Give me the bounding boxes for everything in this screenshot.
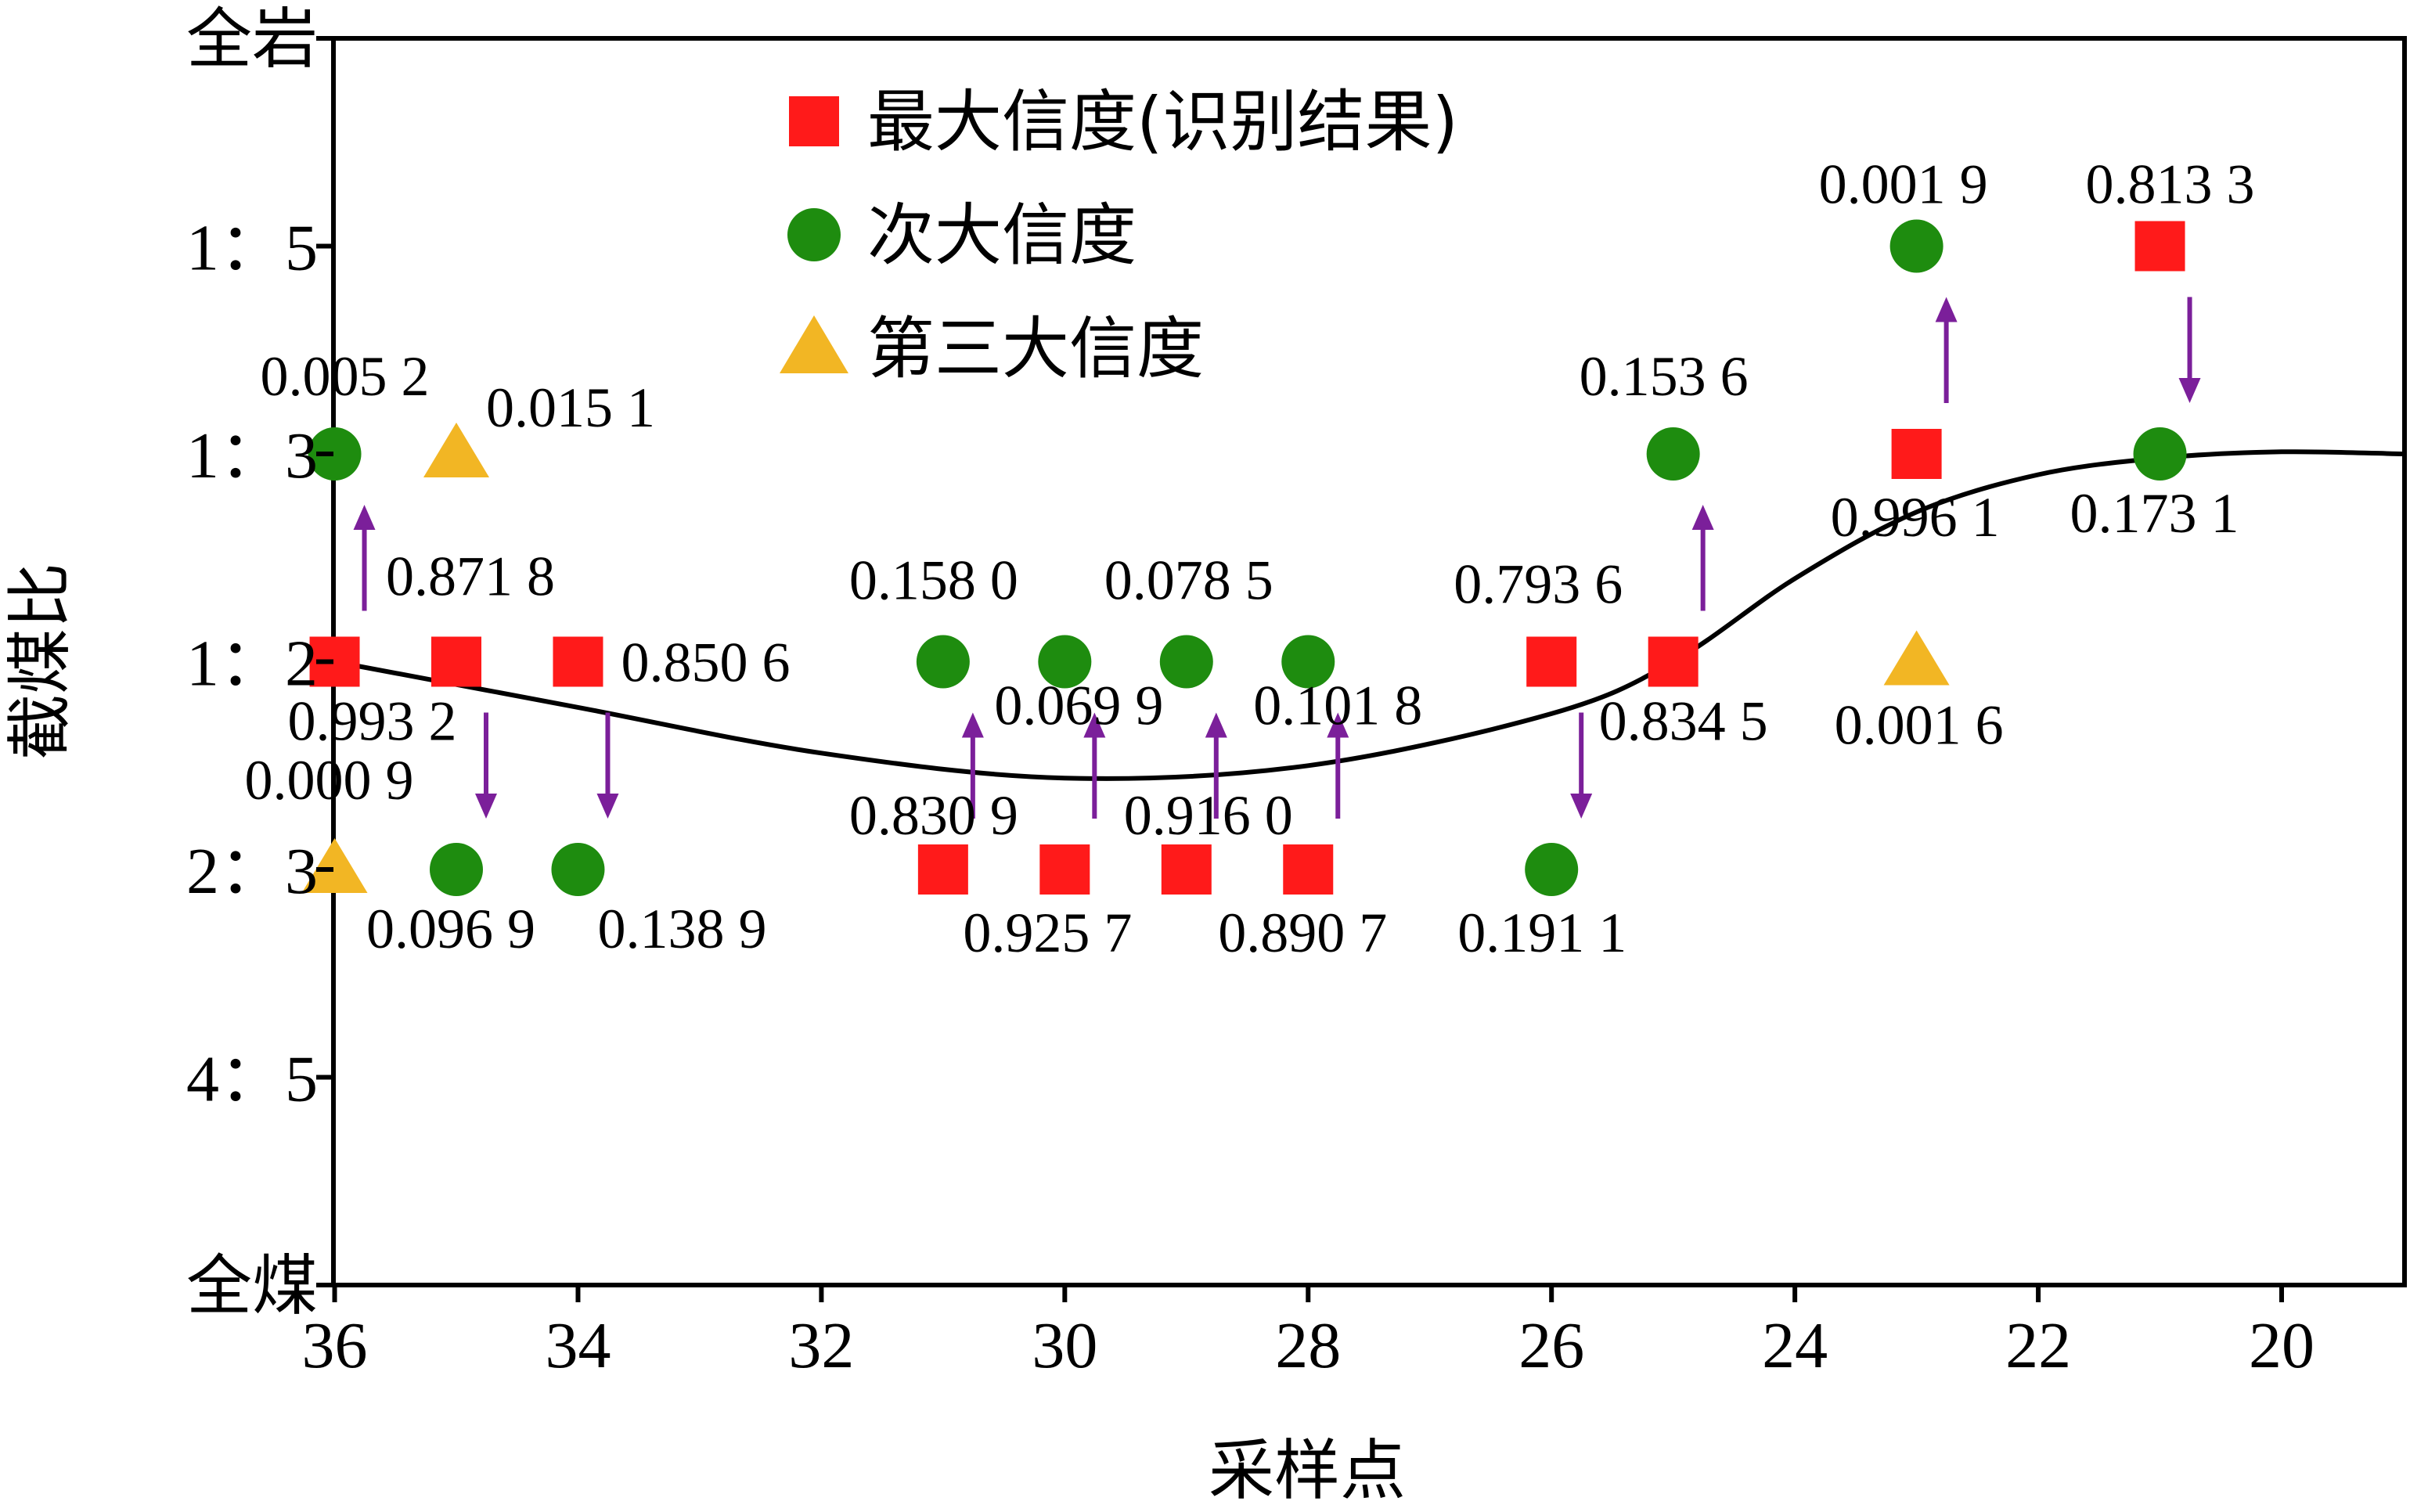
point-max-confidence	[1161, 844, 1212, 895]
arrow-layer	[353, 297, 2201, 819]
x-axis-title: 采样点	[1209, 1432, 1406, 1509]
x-tick-label: 34	[545, 1309, 611, 1382]
transition-arrow-head	[1935, 297, 1958, 322]
point-second-confidence	[308, 427, 362, 481]
point-value-label: 0.191 1	[1457, 902, 1626, 964]
point-second-confidence	[551, 843, 605, 896]
point-value-label: 0.078 5	[1104, 549, 1273, 612]
point-value-label: 0.069 9	[994, 675, 1163, 737]
y-axis-title: 截煤比	[2, 563, 78, 760]
point-value-label: 0.993 2	[288, 690, 457, 753]
legend-marker-square	[789, 96, 839, 146]
point-value-label: 0.101 8	[1253, 675, 1422, 737]
point-second-confidence	[430, 843, 483, 896]
y-tick-label: 4：5	[186, 1043, 318, 1116]
transition-arrow-head	[1691, 505, 1714, 530]
point-second-confidence	[1038, 635, 1092, 689]
transition-arrow-head	[475, 794, 497, 819]
point-value-label: 0.925 7	[963, 902, 1132, 964]
point-max-confidence	[2134, 221, 2185, 272]
point-value-label: 0.793 6	[1454, 553, 1623, 616]
point-max-confidence	[553, 636, 603, 687]
data-label-layer: 0.993 2 0.871 8 0.850 6 0.830 9 0.925 7 0.916…	[245, 153, 2255, 965]
x-tick-label: 20	[2249, 1309, 2315, 1382]
axis-layer: 36 34 32 30 28 26 24 22 20 全岩 1：5 1：3 1：2 2：3 4：5 全煤	[186, 4, 2315, 1382]
point-second-confidence	[916, 635, 970, 689]
point-value-label: 0.173 1	[2070, 482, 2239, 545]
point-second-confidence	[1646, 427, 1700, 481]
x-tick-label: 30	[1032, 1309, 1097, 1382]
x-tick-label: 26	[1518, 1309, 1584, 1382]
point-value-label: 0.916 0	[1124, 784, 1293, 847]
x-tick-label: 24	[1762, 1309, 1828, 1382]
y-tick-label: 1：5	[186, 212, 318, 285]
point-value-label: 0.096 9	[366, 898, 535, 960]
x-tick-label: 22	[2005, 1309, 2071, 1382]
point-value-label: 0.834 5	[1599, 690, 1768, 753]
y-tick-label: 全煤	[186, 1251, 318, 1323]
transition-arrow-head	[1570, 794, 1593, 819]
point-value-label: 0.871 8	[386, 545, 555, 608]
legend-label: 最大信度(识别结果)	[867, 83, 1458, 161]
transition-arrow-head	[1327, 712, 1349, 738]
point-second-confidence	[1159, 635, 1213, 689]
point-max-confidence	[1648, 636, 1699, 687]
transition-arrow-head	[353, 505, 376, 530]
point-value-label: 0.138 9	[597, 898, 766, 960]
point-value-label: 0.830 9	[849, 784, 1018, 847]
trend-layer	[333, 449, 2404, 781]
point-value-label: 0.850 6	[621, 632, 790, 694]
point-value-label: 0.158 0	[849, 549, 1018, 612]
point-second-confidence	[1281, 635, 1335, 689]
point-value-label: 0.813 3	[2086, 153, 2255, 216]
point-value-label: 0.153 6	[1580, 345, 1749, 408]
point-value-label: 0.996 1	[1831, 486, 2000, 549]
y-tick-label: 全岩	[186, 4, 318, 77]
marker-layer	[301, 219, 2187, 896]
point-max-confidence	[431, 636, 481, 687]
point-max-confidence	[1891, 429, 1942, 479]
point-value-label: 0.001 6	[1835, 694, 2004, 757]
y-tick-label: 1：2	[186, 628, 318, 700]
transition-arrow-head	[1205, 712, 1227, 738]
point-third-confidence	[1883, 630, 1950, 686]
point-max-confidence	[1526, 636, 1577, 687]
point-max-confidence	[1283, 844, 1334, 895]
point-value-label: 0.005 2	[261, 345, 430, 408]
legend-marker-triangle	[780, 315, 848, 373]
point-second-confidence	[1889, 219, 1943, 273]
legend-marker-circle	[787, 208, 841, 261]
point-value-label: 0.890 7	[1218, 902, 1387, 964]
point-second-confidence	[2133, 427, 2187, 481]
transition-arrow-head	[961, 712, 984, 738]
transition-arrow-head	[596, 794, 619, 819]
x-tick-label: 28	[1275, 1309, 1341, 1382]
transition-arrow-head	[2178, 378, 2201, 403]
y-tick-label: 2：3	[186, 835, 318, 908]
point-value-label: 0.015 1	[486, 376, 655, 439]
point-max-confidence	[1039, 844, 1090, 895]
point-third-confidence	[423, 423, 489, 477]
y-tick-label: 1：3	[186, 419, 318, 492]
x-tick-label: 36	[302, 1309, 368, 1382]
transition-arrow-head	[1083, 712, 1106, 738]
point-value-label: 0.001 9	[1819, 153, 1988, 216]
point-max-confidence	[917, 844, 968, 895]
trend-curve	[333, 449, 2404, 781]
point-third-confidence	[301, 838, 368, 893]
x-tick-label: 32	[788, 1309, 854, 1382]
legend-label: 第三大信度	[867, 310, 1204, 388]
legend-label: 次大信度	[867, 196, 1137, 275]
point-second-confidence	[1525, 843, 1579, 896]
point-value-label: 0.000 9	[245, 749, 414, 812]
